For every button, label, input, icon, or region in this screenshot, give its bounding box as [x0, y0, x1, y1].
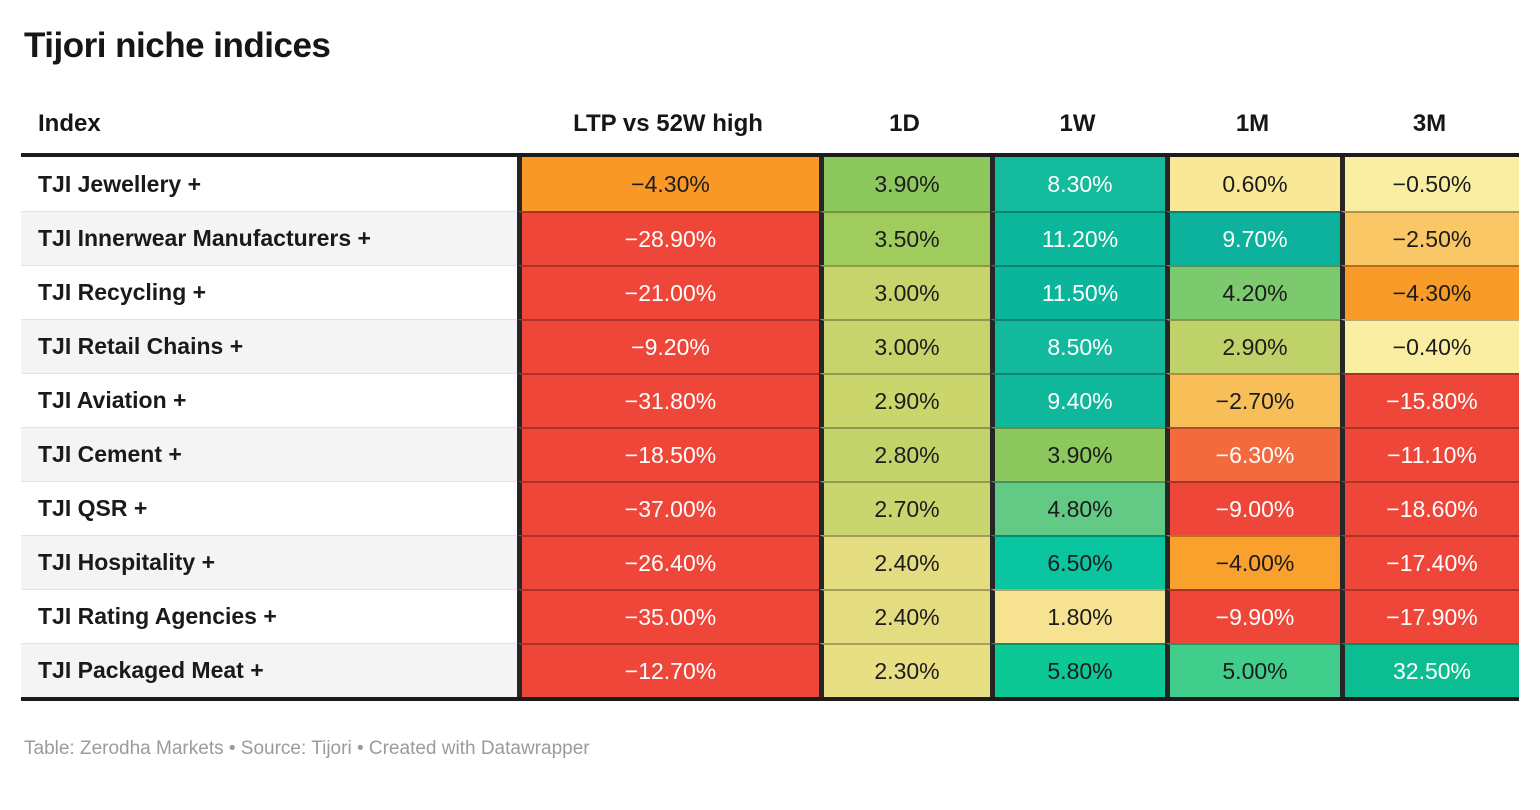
heatmap-cell: −2.70% [1165, 373, 1340, 427]
table-row: TJI QSR + −37.00% 2.70% 4.80% −9.00% −18.60% [21, 481, 1519, 535]
heatmap-cell: −26.40% [517, 535, 819, 589]
table-bottom-border [21, 697, 1519, 701]
table-row: TJI Innerwear Manufacturers + −28.90% 3.50… [21, 211, 1519, 265]
row-label-expand[interactable]: TJI Recycling + [21, 265, 517, 319]
heatmap-cell: −37.00% [517, 481, 819, 535]
page-title: Tijori niche indices [24, 26, 331, 65]
row-label-expand[interactable]: TJI Cement + [21, 427, 517, 481]
heatmap-cell: −4.00% [1165, 535, 1340, 589]
heatmap-cell: −4.30% [1340, 265, 1519, 319]
heatmap-cell: 8.30% [990, 157, 1165, 211]
heatmap-cell: 4.20% [1165, 265, 1340, 319]
heatmap-cell: −0.50% [1340, 157, 1519, 211]
row-label-expand[interactable]: TJI Rating Agencies + [21, 589, 517, 643]
row-label-expand[interactable]: TJI Packaged Meat + [21, 643, 517, 697]
row-label-expand[interactable]: TJI Hospitality + [21, 535, 517, 589]
heatmap-cell: −9.90% [1165, 589, 1340, 643]
heatmap-cell: 11.50% [990, 265, 1165, 319]
row-label-expand[interactable]: TJI Aviation + [21, 373, 517, 427]
heatmap-cell: −28.90% [517, 211, 819, 265]
row-label-expand[interactable]: TJI QSR + [21, 481, 517, 535]
heatmap-cell: 2.90% [819, 373, 990, 427]
attribution-footer: Table: Zerodha Markets • Source: Tijori … [24, 738, 590, 759]
table-row: TJI Jewellery + −4.30% 3.90% 8.30% 0.60% −0.5… [21, 157, 1519, 211]
heatmap-cell: −4.30% [517, 157, 819, 211]
heatmap-cell: 2.40% [819, 589, 990, 643]
table-header-row: Index LTP vs 52W high 1D 1W 1M 3M [21, 110, 1519, 153]
heatmap-cell: 2.40% [819, 535, 990, 589]
heatmap-cell: −17.40% [1340, 535, 1519, 589]
heatmap-cell: 4.80% [990, 481, 1165, 535]
heatmap-cell: −18.60% [1340, 481, 1519, 535]
heatmap-cell: −35.00% [517, 589, 819, 643]
heatmap-cell: −18.50% [517, 427, 819, 481]
heatmap-cell: 0.60% [1165, 157, 1340, 211]
table-row: TJI Retail Chains + −9.20% 3.00% 8.50% 2.90%… [21, 319, 1519, 373]
heatmap-cell: 11.20% [990, 211, 1165, 265]
heatmap-cell: 5.00% [1165, 643, 1340, 697]
column-header-ltp-52w[interactable]: LTP vs 52W high [573, 110, 763, 137]
heatmap-cell: 3.00% [819, 319, 990, 373]
column-header-index[interactable]: Index [38, 110, 101, 137]
heatmap-cell: 6.50% [990, 535, 1165, 589]
heatmap-cell: 9.40% [990, 373, 1165, 427]
row-label-expand[interactable]: TJI Jewellery + [21, 157, 517, 211]
heatmap-cell: 3.00% [819, 265, 990, 319]
table-row: TJI Packaged Meat + −12.70% 2.30% 5.80% 5.00… [21, 643, 1519, 697]
heatmap-cell: −11.10% [1340, 427, 1519, 481]
column-header-3m[interactable]: 3M [1412, 110, 1447, 137]
heatmap-cell: 2.80% [819, 427, 990, 481]
heatmap-cell: 3.90% [990, 427, 1165, 481]
column-header-1m[interactable]: 1M [1235, 110, 1270, 137]
column-header-1w[interactable]: 1W [1059, 110, 1096, 137]
heatmap-cell: −2.50% [1340, 211, 1519, 265]
heatmap-cell: −15.80% [1340, 373, 1519, 427]
heatmap-cell: −9.20% [517, 319, 819, 373]
heatmap-cell: −21.00% [517, 265, 819, 319]
table-body: TJI Jewellery + −4.30% 3.90% 8.30% 0.60% −0.5… [21, 157, 1519, 697]
row-label-expand[interactable]: TJI Innerwear Manufacturers + [21, 211, 517, 265]
row-label-expand[interactable]: TJI Retail Chains + [21, 319, 517, 373]
table-row: TJI Rating Agencies + −35.00% 2.40% 1.80% −9… [21, 589, 1519, 643]
heatmap-cell: −0.40% [1340, 319, 1519, 373]
heatmap-cell: −6.30% [1165, 427, 1340, 481]
heatmap-cell: 3.50% [819, 211, 990, 265]
heatmap-cell: 32.50% [1340, 643, 1519, 697]
heatmap-cell: −12.70% [517, 643, 819, 697]
column-header-1d[interactable]: 1D [889, 110, 920, 137]
heatmap-cell: −17.90% [1340, 589, 1519, 643]
header-divider [21, 153, 1519, 157]
table-row: TJI Recycling + −21.00% 3.00% 11.50% 4.20% −4… [21, 265, 1519, 319]
heatmap-cell: 2.70% [819, 481, 990, 535]
heatmap-cell: 2.30% [819, 643, 990, 697]
heatmap-cell: 9.70% [1165, 211, 1340, 265]
heatmap-cell: 5.80% [990, 643, 1165, 697]
table-row: TJI Hospitality + −26.40% 2.40% 6.50% −4.00%… [21, 535, 1519, 589]
table-widget: Tijori niche indices Index LTP vs 52W hi… [21, 26, 1519, 759]
table-row: TJI Aviation + −31.80% 2.90% 9.40% −2.70% −15… [21, 373, 1519, 427]
heatmap-cell: 8.50% [990, 319, 1165, 373]
heatmap-cell: −9.00% [1165, 481, 1340, 535]
heatmap-cell: 2.90% [1165, 319, 1340, 373]
heatmap-cell: −31.80% [517, 373, 819, 427]
heatmap-cell: 3.90% [819, 157, 990, 211]
table-row: TJI Cement + −18.50% 2.80% 3.90% −6.30% −11.1… [21, 427, 1519, 481]
heatmap-cell: 1.80% [990, 589, 1165, 643]
